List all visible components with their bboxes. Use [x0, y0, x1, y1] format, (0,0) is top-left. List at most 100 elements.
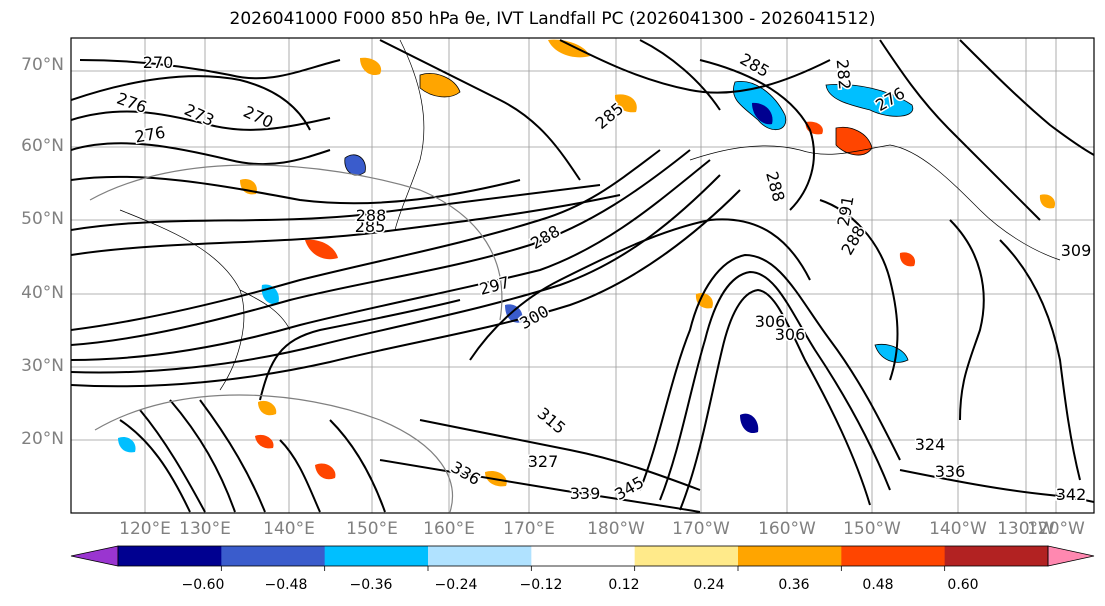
contour-label: 327	[528, 452, 559, 471]
contour-label: 309	[1061, 241, 1092, 260]
contour-line	[119, 419, 191, 513]
contour-label: 342	[1056, 485, 1087, 504]
colorbar-tick-label: 0.36	[778, 577, 810, 593]
lat-label: 50°N	[21, 209, 64, 229]
shade-blob	[360, 57, 382, 76]
contour-line	[139, 409, 206, 513]
shade-blob	[1039, 194, 1056, 209]
shade-blob	[548, 39, 590, 58]
contour-line	[559, 39, 831, 94]
colorbar-tick-label: 0.12	[608, 577, 640, 593]
contour-line	[79, 59, 341, 80]
lon-label: 130°W	[997, 519, 1055, 539]
colorbar-segment	[738, 546, 842, 566]
lon-label: 150°E	[346, 519, 398, 539]
colorbar-segment	[841, 546, 946, 566]
shade-blob	[419, 73, 461, 98]
shade-blob	[315, 463, 336, 480]
colorbar-segment	[324, 546, 429, 566]
contour-line	[659, 270, 891, 501]
contour-line	[71, 149, 661, 331]
shade-blob	[255, 434, 274, 449]
shade-blob	[118, 436, 136, 453]
projection-arcs	[89, 164, 503, 513]
coastline	[239, 289, 291, 331]
contour-line	[199, 399, 266, 513]
colorbar-extend-high	[1047, 545, 1095, 567]
shade-blob	[505, 304, 523, 323]
contour-line	[949, 219, 985, 421]
colorbar-segment	[634, 546, 739, 566]
contour-label: 306	[755, 312, 786, 331]
colorbar-tick-label: −0.24	[434, 577, 478, 593]
lon-label: 130°E	[179, 519, 231, 539]
lat-label: 70°N	[21, 55, 64, 75]
contour-line	[639, 39, 721, 111]
lon-label: 170°W	[672, 519, 730, 539]
shade-blob	[614, 94, 637, 113]
contour-line	[71, 75, 311, 131]
coastline	[119, 209, 245, 391]
colorbar-tick-label: −0.60	[181, 577, 225, 593]
colorbar-segment	[531, 546, 636, 566]
shade-blob	[752, 102, 773, 125]
colorbar-tick-label: −0.36	[349, 577, 393, 593]
contour-line	[699, 59, 815, 211]
lon-label: 170°E	[503, 519, 555, 539]
shade-blob	[695, 292, 713, 309]
contour-line	[71, 184, 601, 231]
contour-label: 324	[915, 435, 946, 454]
lat-lon-grid	[71, 38, 1094, 513]
theta-e-contours	[71, 39, 1094, 513]
contour-line	[71, 194, 621, 256]
colorbar-tick-label: 0.48	[862, 577, 894, 593]
coastline	[394, 39, 425, 231]
map-frame	[70, 37, 1095, 514]
contour-label: 270	[143, 53, 174, 72]
colorbar-tick-label: 0.60	[947, 577, 979, 593]
colorbar-segment	[118, 546, 222, 566]
contour-line	[71, 175, 521, 205]
map-title: 2026041000 F000 850 hPa θe, IVT Landfall…	[229, 9, 876, 29]
shade-blob	[740, 413, 759, 434]
shade-blob	[258, 400, 277, 416]
lon-label: 180°W	[587, 519, 645, 539]
projection-arc	[94, 394, 454, 513]
contour-line	[999, 239, 1081, 481]
contour-line	[71, 110, 331, 131]
lon-label: 150°W	[843, 519, 901, 539]
contour-line	[379, 459, 701, 513]
contour-line	[71, 142, 331, 166]
contour-line	[71, 159, 711, 361]
contour-line	[639, 253, 901, 491]
contour-label: 282	[833, 58, 855, 90]
contour-line	[379, 39, 581, 181]
contour-line	[959, 39, 1094, 156]
contour-line	[329, 419, 386, 513]
contour-line	[259, 299, 461, 401]
contour-line	[899, 469, 1094, 503]
colorbar-segment	[428, 546, 532, 566]
colorbar-tick-label: −0.48	[264, 577, 308, 593]
contour-line	[469, 218, 811, 361]
shade-blob	[344, 154, 366, 176]
contour-line	[419, 419, 701, 491]
coastline	[689, 144, 1061, 261]
contour-line	[819, 199, 899, 381]
shade-blob	[874, 343, 909, 363]
colorbar-tick-label: −0.12	[519, 577, 563, 593]
lat-label: 60°N	[21, 136, 64, 156]
shade-blob	[305, 239, 338, 260]
contour-line	[279, 439, 321, 513]
contour-line	[879, 39, 1041, 221]
colorbar-tick-label: 0.24	[693, 577, 725, 593]
contour-line	[71, 149, 691, 346]
contour-line	[169, 399, 236, 513]
lon-label: 120°E	[119, 519, 171, 539]
lon-label: 120°W	[1027, 519, 1085, 539]
colorbar-frame	[117, 545, 1049, 567]
colorbar-segment	[944, 546, 1049, 566]
lat-label: 40°N	[21, 283, 64, 303]
contour-label: 336	[935, 462, 966, 481]
